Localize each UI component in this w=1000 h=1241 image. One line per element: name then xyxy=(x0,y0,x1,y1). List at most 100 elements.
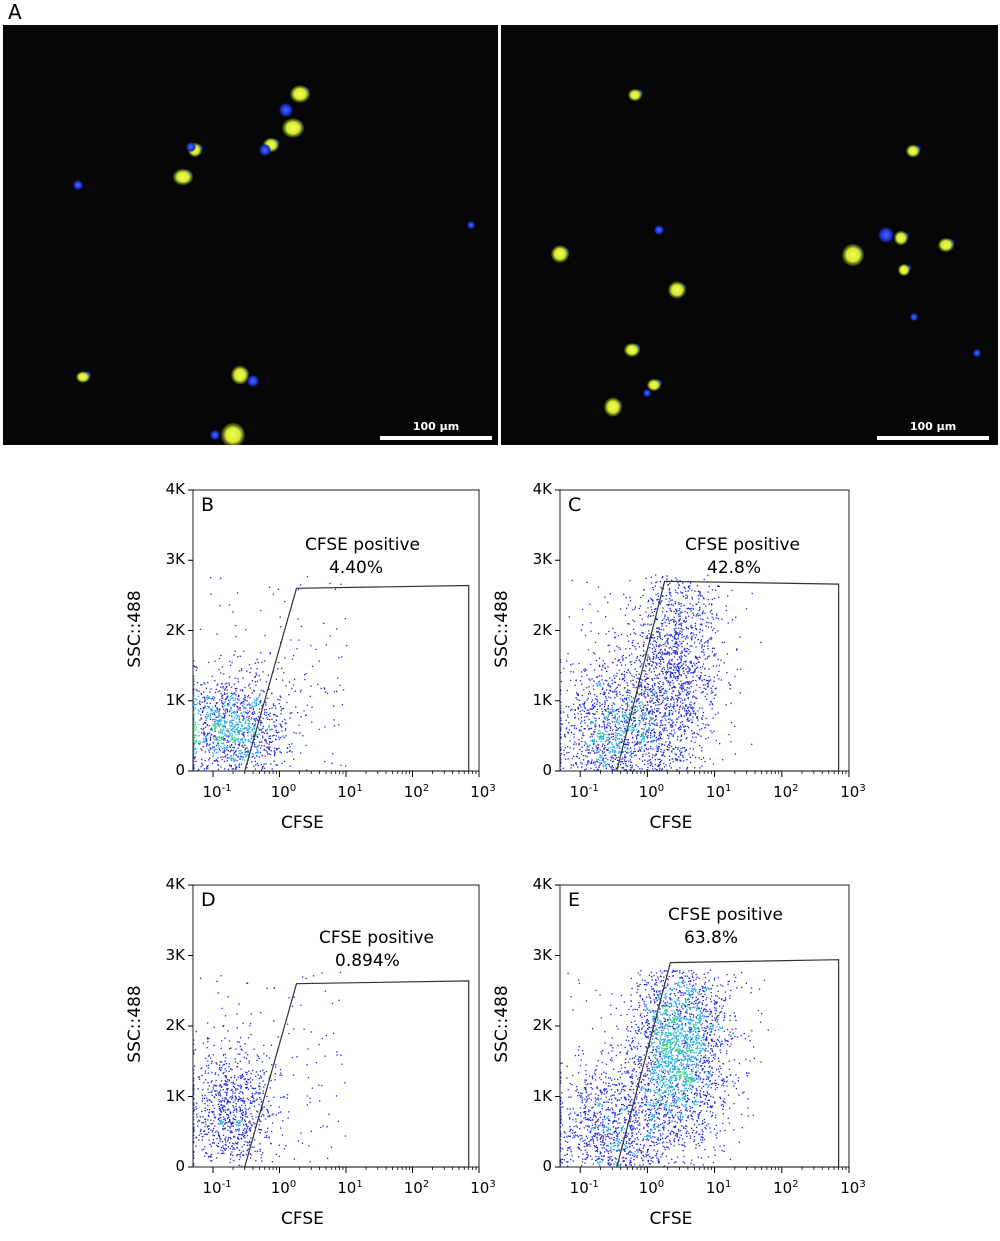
event-dot xyxy=(200,766,202,768)
event-dot xyxy=(649,724,651,726)
event-dot xyxy=(641,734,643,736)
event-dot xyxy=(237,747,239,749)
event-dot xyxy=(218,720,220,722)
event-dot xyxy=(232,746,234,748)
event-dot xyxy=(221,738,223,740)
event-dot xyxy=(676,663,678,666)
event-dot xyxy=(644,713,646,715)
event-dot xyxy=(578,757,580,759)
event-dot xyxy=(266,717,268,719)
event-dot xyxy=(631,641,633,643)
event-dot xyxy=(271,740,274,743)
event-dot xyxy=(659,767,661,769)
event-dot xyxy=(590,740,592,742)
event-dot xyxy=(643,739,645,741)
event-dot xyxy=(227,1140,229,1142)
event-dot xyxy=(655,753,657,755)
event-dot xyxy=(676,759,678,761)
event-dot xyxy=(235,754,237,756)
event-dot xyxy=(265,681,268,683)
event-dot xyxy=(688,710,691,712)
event-dot xyxy=(608,751,610,754)
event-dot xyxy=(250,667,252,669)
event-dot xyxy=(193,766,195,768)
event-dot xyxy=(680,697,682,699)
event-dot xyxy=(204,751,206,753)
event-dot xyxy=(243,650,245,652)
event-dot xyxy=(678,671,680,673)
event-dot xyxy=(656,630,658,633)
event-dot xyxy=(637,730,640,732)
event-dot xyxy=(660,586,662,588)
event-dot xyxy=(711,651,714,653)
event-dot xyxy=(579,680,582,682)
event-dot xyxy=(288,750,291,753)
event-dot xyxy=(224,750,226,752)
event-dot xyxy=(672,706,674,708)
event-dot xyxy=(652,688,654,690)
plot-area xyxy=(188,884,480,1173)
event-dot xyxy=(628,671,631,673)
event-dot xyxy=(204,1155,206,1157)
event-dot xyxy=(639,654,642,657)
event-dot xyxy=(222,1072,224,1075)
event-dot xyxy=(206,695,209,697)
event-dot xyxy=(209,747,212,750)
event-dot xyxy=(262,725,265,727)
event-dot xyxy=(687,693,689,695)
event-dot xyxy=(583,716,586,718)
event-dot xyxy=(624,756,626,758)
event-dot xyxy=(654,666,656,668)
event-dot xyxy=(243,1078,245,1080)
event-dot xyxy=(586,709,588,711)
event-dot xyxy=(241,759,244,761)
event-dot xyxy=(615,693,617,696)
event-dot xyxy=(226,749,228,751)
event-dot xyxy=(697,725,699,727)
event-dot xyxy=(575,743,577,745)
event-dot xyxy=(609,593,611,595)
event-dot xyxy=(680,660,682,662)
event-dot xyxy=(210,1100,213,1103)
event-dot xyxy=(698,591,700,593)
event-dot xyxy=(654,702,656,704)
event-dot xyxy=(662,607,664,609)
event-dot xyxy=(640,624,642,626)
event-dot xyxy=(201,684,203,686)
event-dot xyxy=(656,694,658,697)
event-dot xyxy=(252,709,255,711)
event-dot xyxy=(249,704,251,706)
event-dot xyxy=(195,752,197,754)
event-dot xyxy=(696,716,698,719)
event-dot xyxy=(241,715,243,717)
event-dot xyxy=(202,728,204,731)
event-dot xyxy=(689,651,691,653)
event-dot xyxy=(712,618,715,620)
event-dot xyxy=(691,672,693,674)
event-dot xyxy=(223,702,225,704)
event-dot xyxy=(560,711,562,713)
event-dot xyxy=(212,1139,214,1141)
event-dot xyxy=(212,746,214,748)
event-dot xyxy=(674,620,677,622)
event-dot xyxy=(634,717,636,719)
event-dot xyxy=(577,706,579,708)
event-dot xyxy=(200,1133,202,1135)
event-dot xyxy=(571,579,573,581)
event-dot xyxy=(280,1072,282,1074)
event-dot xyxy=(614,691,616,693)
event-dot xyxy=(214,735,216,737)
event-dot xyxy=(218,711,220,713)
event-dot xyxy=(237,681,240,683)
event-dot xyxy=(689,608,691,610)
event-dot xyxy=(653,728,655,730)
event-dot xyxy=(655,608,657,610)
event-dot xyxy=(646,636,648,638)
event-dot xyxy=(658,665,661,668)
event-dot xyxy=(263,1073,265,1075)
event-dot xyxy=(204,760,206,762)
event-dot xyxy=(653,657,655,659)
event-dot xyxy=(684,699,686,701)
event-dot xyxy=(663,692,665,694)
event-dot xyxy=(236,1066,239,1068)
